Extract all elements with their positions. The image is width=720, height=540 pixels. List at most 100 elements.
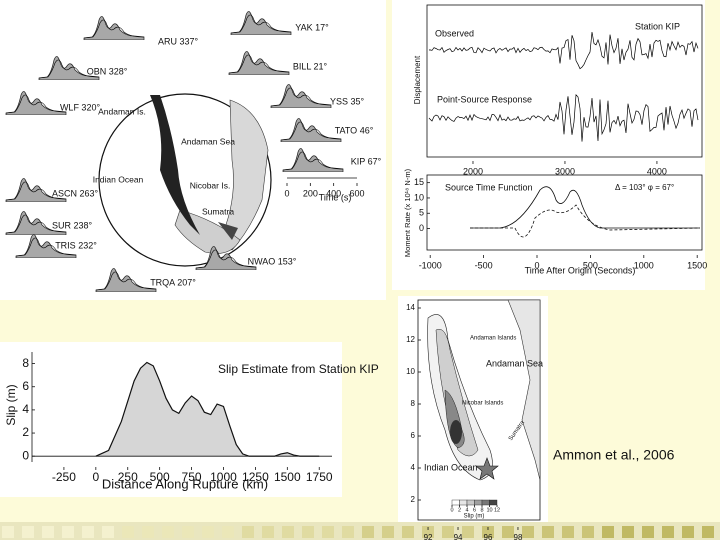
map-label: Andaman Sea xyxy=(181,136,235,146)
frame xyxy=(426,4,703,158)
contour xyxy=(450,420,462,444)
strip-square xyxy=(422,526,434,538)
x-tick-label: 500 xyxy=(583,260,598,270)
epicenter xyxy=(475,457,499,480)
strip-square xyxy=(602,526,614,538)
panel-label: Source Time Function xyxy=(445,182,533,192)
trace xyxy=(428,31,699,70)
strip-square xyxy=(142,526,154,538)
land xyxy=(507,299,541,481)
x-axis-label: Distance Along Rupture (km) xyxy=(102,476,268,491)
axis-label: Time (s) xyxy=(319,192,352,202)
y-tick-label: 2 xyxy=(411,495,416,504)
trace xyxy=(428,93,699,142)
x-tick-label: 1000 xyxy=(634,260,654,270)
y-tick-label: 8 xyxy=(22,356,29,370)
trace-label: Observed xyxy=(435,28,474,38)
strip-square xyxy=(682,526,694,538)
strip-square xyxy=(282,526,294,538)
x-tick-label: -500 xyxy=(475,260,493,270)
y-tick-label: 10 xyxy=(414,192,424,202)
station-label: YSS 35° xyxy=(330,96,365,106)
map-label: Indian Ocean xyxy=(424,462,478,472)
x-tick-label: 1750 xyxy=(306,470,333,484)
strip-square xyxy=(582,526,594,538)
strip-square xyxy=(462,526,474,538)
strip-square xyxy=(662,526,674,538)
slip-contours xyxy=(427,314,499,481)
strip-square xyxy=(362,526,374,538)
strip-square xyxy=(502,526,514,538)
x-tick-label: 0 xyxy=(92,470,99,484)
strip-square xyxy=(402,526,414,538)
colorbar-cell xyxy=(489,499,498,506)
y-tick-label: 0 xyxy=(22,448,29,462)
y-axis-label: Displacement xyxy=(413,55,422,104)
y-tick-label: 6 xyxy=(411,431,416,440)
aftershocks xyxy=(150,95,200,235)
rupture-start xyxy=(218,222,238,240)
station-label: ARU 337° xyxy=(158,36,199,46)
station-label: Station KIP xyxy=(635,21,680,31)
x-tick-label: 2000 xyxy=(463,166,483,176)
strip-square xyxy=(622,526,634,538)
y-tick-label: 0 xyxy=(419,223,424,233)
colorbar-cell xyxy=(474,499,483,506)
x-tick-label: 0 xyxy=(534,260,539,270)
x-tick-label: 3000 xyxy=(555,166,575,176)
strip-square xyxy=(642,526,654,538)
station-label: NWAO 153° xyxy=(248,256,297,266)
colorbar-tick-label: 12 xyxy=(494,507,500,513)
station-label: WLF 320° xyxy=(60,102,101,112)
x-tick-label: -1000 xyxy=(419,260,442,270)
x-tick-label: 200 xyxy=(303,188,318,198)
y-tick-label: 14 xyxy=(406,303,415,312)
x-tick-label: 92 xyxy=(424,533,433,540)
y-axis-label: Moment Rate (x 10¹⁸ N-m) xyxy=(403,168,412,257)
colorbar-tick-label: 6 xyxy=(473,507,476,513)
station-label: SUR 238° xyxy=(52,220,93,230)
strip-square xyxy=(342,526,354,538)
colorbar-tick-label: 8 xyxy=(480,507,483,513)
colorbar-tick-label: 4 xyxy=(465,507,468,513)
station-label: TRIS 232° xyxy=(55,240,97,250)
panel-label: Δ = 103° φ = 67° xyxy=(615,183,674,192)
strip-square xyxy=(302,526,314,538)
y-axis-label: Slip (m) xyxy=(4,384,18,425)
strip-square xyxy=(182,526,194,538)
station-label: TATO 46° xyxy=(335,125,374,135)
y-tick-label: 6 xyxy=(22,379,29,393)
colorbar-cell xyxy=(451,499,460,506)
stf-curve-alt xyxy=(470,204,701,238)
y-tick-label: 10 xyxy=(406,367,415,376)
footer-strip xyxy=(0,522,720,540)
x-tick-label: 98 xyxy=(514,533,523,540)
station-label: OBN 328° xyxy=(87,66,128,76)
x-tick-label: 400 xyxy=(326,188,341,198)
x-tick-label: 600 xyxy=(349,188,364,198)
station-label: KIP 67° xyxy=(351,156,382,166)
map-label: Sumatra xyxy=(202,206,234,216)
strip-square xyxy=(2,526,14,538)
strip-square xyxy=(382,526,394,538)
contour xyxy=(435,328,479,457)
map-label: Indian Ocean xyxy=(93,174,144,184)
map-label: Nicobar Islands xyxy=(462,401,503,407)
colorbar-tick-label: 2 xyxy=(458,507,461,513)
strip-square xyxy=(162,526,174,538)
x-tick-label: 1500 xyxy=(274,470,301,484)
colorbar-tick-label: 0 xyxy=(450,507,453,513)
station-label: YAK 17° xyxy=(295,22,329,32)
strip-square xyxy=(482,526,494,538)
y-tick-label: 12 xyxy=(406,335,415,344)
chart-title: Slip Estimate from Station KIP xyxy=(218,362,379,376)
y-tick-label: 2 xyxy=(22,425,29,439)
x-tick-label: 750 xyxy=(182,470,202,484)
x-tick-label: 1000 xyxy=(210,470,237,484)
colorbar-cell xyxy=(459,499,468,506)
citation: Ammon et al., 2006 xyxy=(553,447,675,463)
strip-square xyxy=(702,526,714,538)
kip-panel xyxy=(392,0,705,290)
